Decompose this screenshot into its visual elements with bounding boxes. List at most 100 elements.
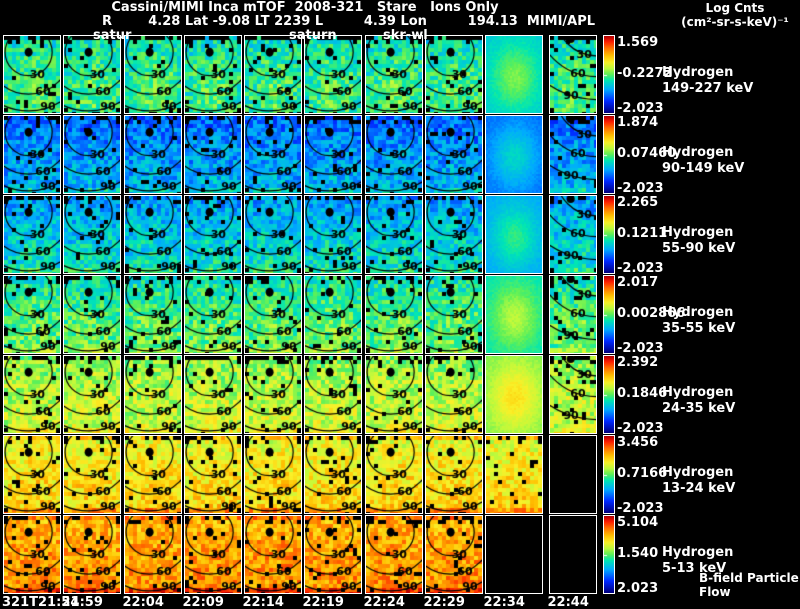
pitch-angle-panel-r3-c8 [425, 195, 483, 274]
pitch-angle-panel-r5-c1 [3, 355, 61, 434]
pitch-angle-panel-r1-c6 [304, 35, 362, 114]
pitch-angle-panel-r4-c8 [425, 275, 483, 354]
colorbar-canvas [604, 356, 614, 433]
cbar-min-r6: -2.023 [617, 501, 664, 516]
pitch-angle-panel-r4-c3 [124, 275, 182, 354]
panel-canvas [426, 196, 482, 273]
pitch-angle-panel-r5-c4 [184, 355, 242, 434]
pitch-angle-panel-r5-c7 [365, 355, 423, 434]
pitch-angle-panel-r3-c5 [244, 195, 302, 274]
pitch-angle-panel-r1-c2 [63, 35, 121, 114]
pitch-angle-panel-r6-c2 [63, 435, 121, 514]
cbar-max-r1: 1.569 [617, 35, 659, 50]
pitch-angle-panel-r4-c9 [485, 275, 543, 354]
panel-canvas [125, 116, 181, 193]
panel-canvas [550, 436, 596, 513]
pitch-angle-panel-r3-c9 [485, 195, 543, 274]
pitch-angle-panel-r2-c1 [3, 115, 61, 194]
panel-canvas [366, 516, 422, 593]
pitch-angle-panel-r2-c5 [244, 115, 302, 194]
panel-canvas [366, 276, 422, 353]
panel-canvas [4, 36, 60, 113]
panel-canvas [185, 36, 241, 113]
panel-canvas [366, 436, 422, 513]
panel-canvas [366, 116, 422, 193]
time-tick-2: 21:59 [61, 595, 103, 609]
time-tick-8: 22:29 [423, 595, 465, 609]
panel-canvas [245, 276, 301, 353]
panel-canvas [426, 436, 482, 513]
panel-canvas [305, 36, 361, 113]
colorbar-r6 [603, 435, 615, 514]
pitch-angle-panel-r7-c2 [63, 515, 121, 594]
panel-canvas [486, 196, 542, 273]
pitch-angle-panel-r1-c8 [425, 35, 483, 114]
time-tick-6: 22:19 [302, 595, 344, 609]
panel-canvas [366, 36, 422, 113]
event-label-skr-wl: skr-wl [383, 28, 428, 43]
pitch-angle-panel-r4-c10 [549, 275, 597, 354]
pitch-angle-panel-r7-c3 [124, 515, 182, 594]
colorbar-r5 [603, 355, 615, 434]
panel-canvas [125, 36, 181, 113]
colorbar-canvas [604, 276, 614, 353]
pitch-angle-panel-r7-c8 [425, 515, 483, 594]
panel-canvas [185, 116, 241, 193]
panel-canvas [486, 516, 542, 593]
pitch-angle-panel-r4-c6 [304, 275, 362, 354]
cbar-mid-r6: 0.7166 [617, 466, 668, 481]
cbar-mid-r2: 0.07460 [617, 146, 677, 161]
colorbar-canvas [604, 516, 614, 593]
panel-canvas [64, 516, 120, 593]
colorbar-r1 [603, 35, 615, 114]
time-tick-7: 22:24 [363, 595, 405, 609]
energy-label-r2: 90-149 keV [662, 161, 745, 176]
time-tick-9: 22:34 [483, 595, 525, 609]
panel-canvas [64, 436, 120, 513]
colorbar-canvas [604, 36, 614, 113]
colorbar-r3 [603, 195, 615, 274]
panel-canvas [486, 356, 542, 433]
pitch-angle-panel-r7-c5 [244, 515, 302, 594]
pitch-angle-panel-r5-c10 [549, 355, 597, 434]
pitch-angle-panel-r6-c4 [184, 435, 242, 514]
panel-canvas [64, 356, 120, 433]
event-label-saturn-2: saturn [289, 28, 337, 43]
pitch-angle-panel-r7-c9 [485, 515, 543, 594]
colorbar-canvas [604, 436, 614, 513]
cbar-max-r5: 2.392 [617, 355, 659, 370]
page-title: Cassini/MIMI Inca mTOF 2008-321 Stare Io… [111, 0, 499, 15]
cbar-mid-r3: 0.1211 [617, 226, 668, 241]
pitch-angle-panel-r6-c7 [365, 435, 423, 514]
panel-canvas [185, 276, 241, 353]
panel-canvas [4, 516, 60, 593]
pitch-angle-panel-r6-c5 [244, 435, 302, 514]
pitch-angle-panel-r5-c3 [124, 355, 182, 434]
species-label-r1: Hydrogen [662, 65, 734, 80]
panel-canvas [64, 116, 120, 193]
panel-canvas [4, 116, 60, 193]
energy-label-r6: 13-24 keV [662, 481, 736, 496]
panel-canvas [305, 196, 361, 273]
ephemeris-line: R 4.28 Lat -9.08 LT 2239 L 4.39 Lon 194.… [102, 14, 596, 29]
pitch-angle-panel-r4-c5 [244, 275, 302, 354]
pitch-angle-panel-r5-c9 [485, 355, 543, 434]
species-label-r3: Hydrogen [662, 225, 734, 240]
panel-canvas [4, 356, 60, 433]
pitch-angle-panel-r4-c1 [3, 275, 61, 354]
cbar-min-r5: -2.023 [617, 421, 664, 436]
pitch-angle-panel-r1-c5 [244, 35, 302, 114]
pitch-angle-panel-r1-c3 [124, 35, 182, 114]
panel-canvas [305, 116, 361, 193]
pitch-angle-panel-r5-c6 [304, 355, 362, 434]
panel-canvas [245, 436, 301, 513]
cbar-min-r4: -2.023 [617, 341, 664, 356]
time-tick-1: 321T21:54 [2, 595, 80, 609]
panel-canvas [550, 36, 596, 113]
pitch-angle-panel-r7-c7 [365, 515, 423, 594]
panel-canvas [550, 516, 596, 593]
panel-canvas [245, 116, 301, 193]
panel-canvas [125, 196, 181, 273]
energy-label-r7: 5-13 keV [662, 561, 727, 576]
pitch-angle-panel-r3-c4 [184, 195, 242, 274]
